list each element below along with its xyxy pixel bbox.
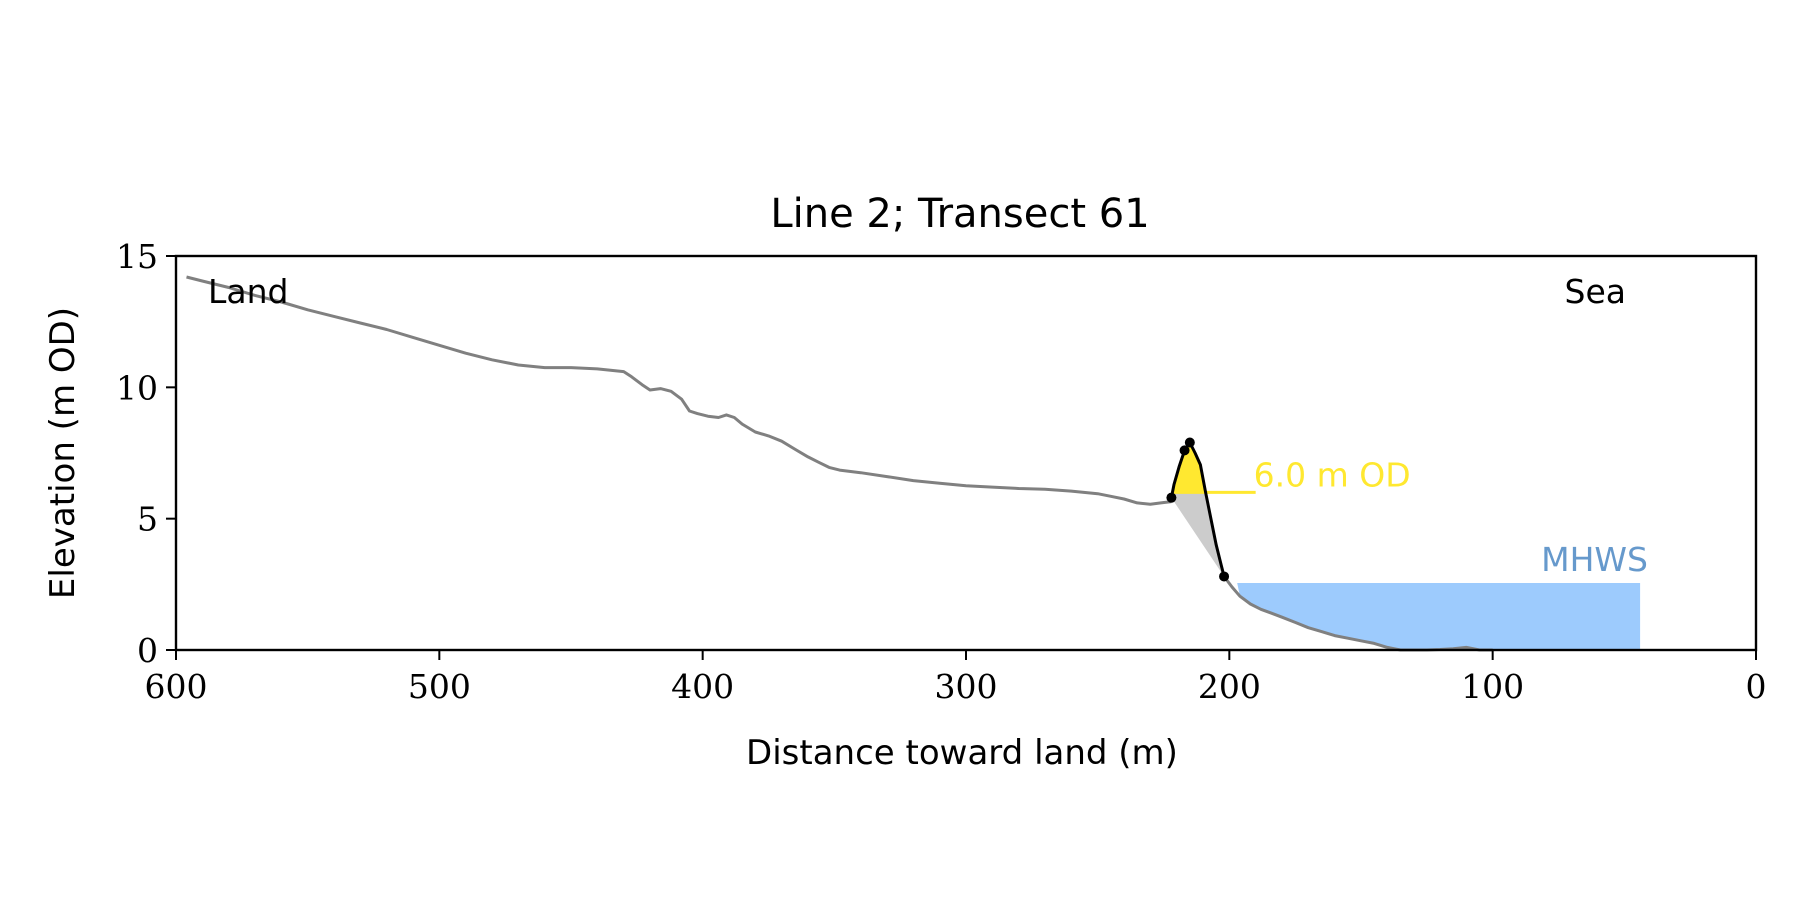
x-tick-label: 0	[1746, 667, 1767, 706]
x-tick-label: 300	[935, 667, 998, 706]
dune-fill-below-level	[1171, 492, 1225, 577]
dune-outline-line	[1169, 441, 1226, 577]
land-profile-line	[186, 275, 1172, 506]
x-axis-label: Distance toward land (m)	[746, 733, 1178, 773]
dune-point	[1166, 492, 1177, 503]
dune-fill-above-level	[1171, 442, 1206, 493]
x-tick-label: 400	[671, 667, 734, 706]
plot-area	[186, 275, 1641, 652]
mhws-label: MHWS	[1541, 540, 1648, 579]
sea-label: Sea	[1565, 272, 1626, 311]
land-label: Land	[208, 272, 288, 311]
x-axis: 600 500 400 300 200 100 0	[145, 650, 1767, 706]
chart-title: Line 2; Transect 61	[770, 191, 1149, 237]
x-tick-label: 600	[145, 667, 208, 706]
y-tick-label: 10	[116, 368, 158, 407]
x-tick-label: 200	[1198, 667, 1261, 706]
level-label: 6.0 m OD	[1254, 455, 1411, 494]
x-tick-label: 500	[408, 667, 471, 706]
dune-point	[1184, 437, 1195, 448]
x-tick-label: 100	[1461, 667, 1524, 706]
dune-point	[1219, 571, 1230, 582]
y-tick-label: 15	[116, 237, 158, 276]
y-tick-label: 0	[137, 631, 158, 670]
y-axis-label: Elevation (m OD)	[43, 307, 83, 599]
mhws-water-fill	[1237, 583, 1641, 650]
dune-point	[1179, 445, 1190, 456]
y-tick-label: 5	[137, 500, 158, 539]
y-axis: 0 5 10 15	[116, 237, 176, 670]
